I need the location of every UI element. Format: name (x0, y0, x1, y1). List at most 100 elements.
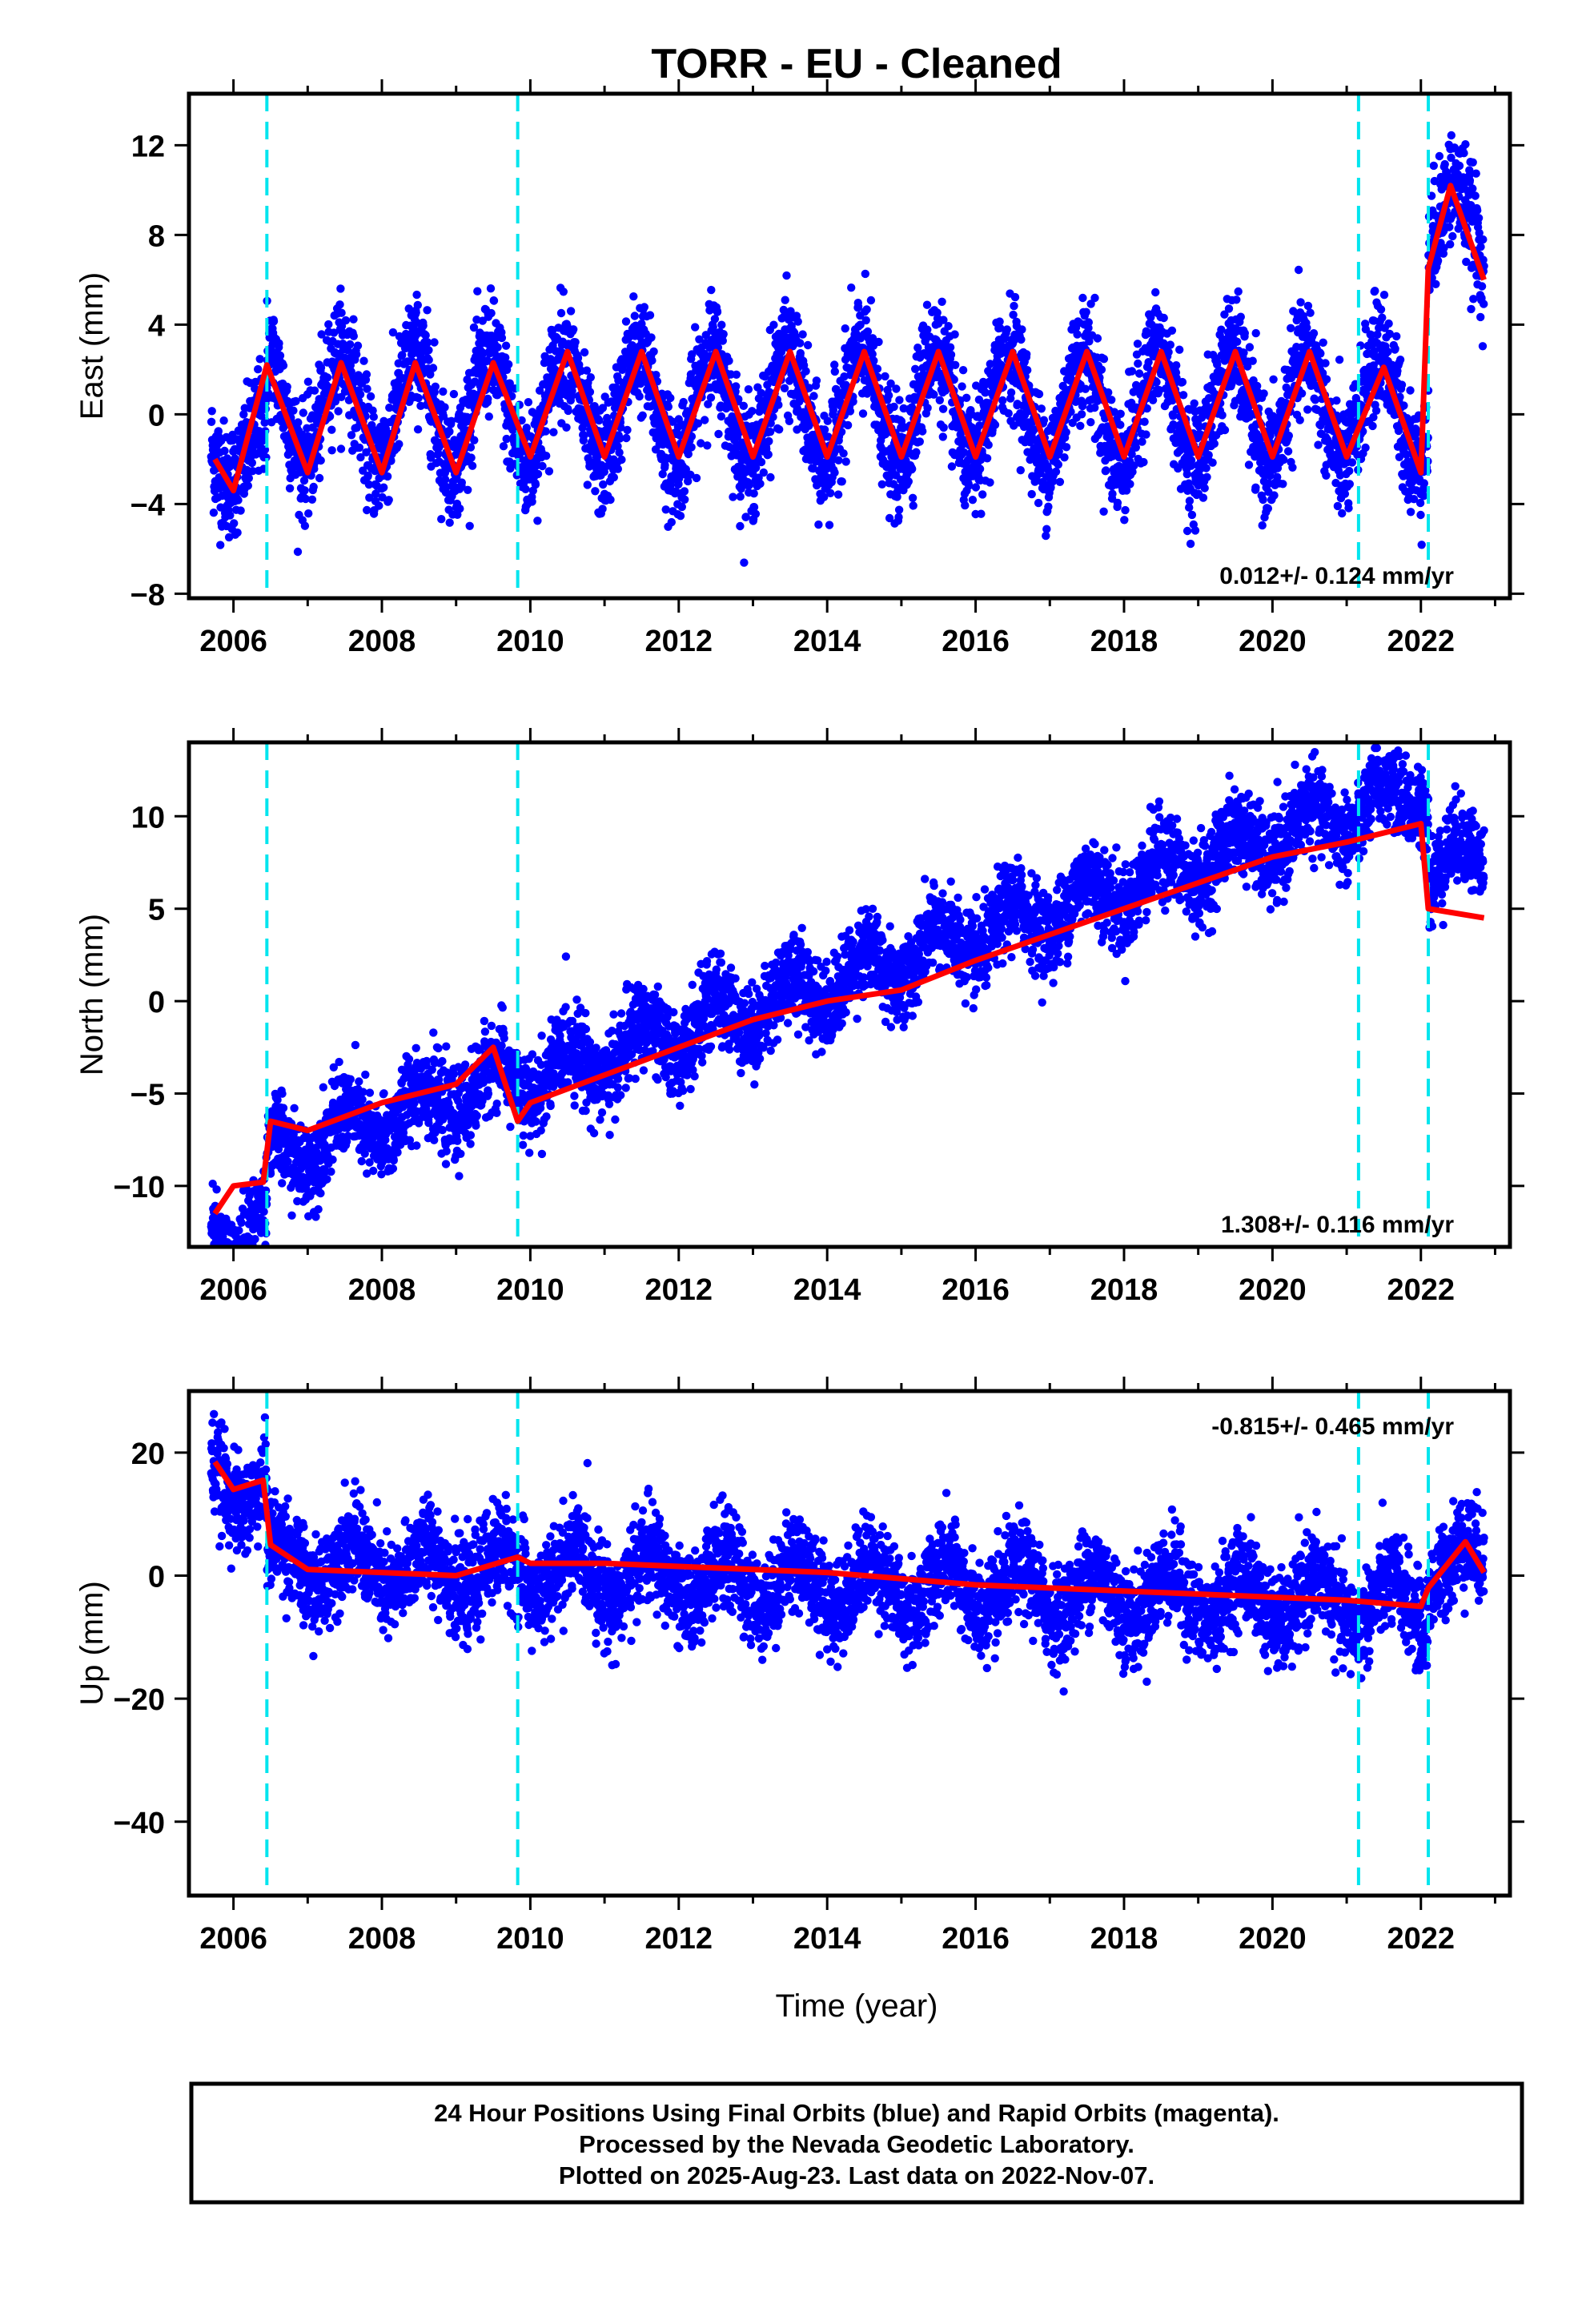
data-point (780, 384, 789, 392)
data-point (796, 348, 805, 358)
data-point (352, 350, 361, 359)
data-point (1416, 510, 1425, 520)
data-point (1332, 396, 1341, 405)
data-point (384, 496, 393, 505)
data-point (1303, 324, 1311, 332)
data-point (701, 416, 709, 424)
data-point (951, 360, 960, 369)
data-point (366, 392, 375, 401)
data-point (1340, 489, 1350, 498)
data-point (1419, 492, 1428, 501)
data-point (684, 449, 693, 459)
data-point (236, 506, 245, 515)
data-point (484, 394, 492, 404)
data-point (1178, 377, 1187, 387)
data-point (1319, 338, 1327, 347)
data-point (239, 410, 248, 419)
data-point (363, 505, 371, 515)
data-point (291, 396, 300, 406)
data-point (736, 492, 745, 501)
data-point (301, 494, 310, 504)
data-point (573, 353, 583, 362)
data-point (580, 431, 588, 440)
data-point (336, 284, 345, 293)
data-point (1218, 411, 1227, 420)
data-point (1126, 480, 1134, 489)
data-point (279, 361, 288, 370)
data-point (568, 386, 576, 396)
data-point (533, 517, 542, 525)
data-point (847, 283, 856, 292)
data-point (695, 335, 704, 344)
data-point (1120, 516, 1129, 525)
data-point (866, 296, 876, 305)
data-point (424, 338, 432, 347)
data-point (233, 528, 242, 537)
data-point (317, 330, 326, 339)
data-point (445, 427, 454, 436)
data-point (1233, 337, 1242, 346)
data-point (413, 425, 423, 434)
data-point (830, 367, 840, 376)
data-point (413, 300, 422, 310)
data-point (939, 423, 948, 432)
data-point (1078, 293, 1087, 303)
data-point (1345, 466, 1354, 476)
data-point (894, 505, 904, 514)
data-point (430, 338, 439, 347)
data-point (918, 427, 927, 436)
data-point (1010, 292, 1020, 302)
data-point (684, 476, 693, 486)
data-point (501, 353, 510, 362)
data-point (544, 467, 554, 476)
data-point (1127, 367, 1137, 376)
data-point (1082, 308, 1090, 316)
data-point (909, 501, 917, 510)
data-point (766, 472, 775, 482)
data-point (984, 440, 993, 449)
data-point (1384, 319, 1393, 328)
data-point (1303, 405, 1312, 414)
data-point (1039, 416, 1049, 424)
data-point (533, 469, 543, 479)
data-point (1099, 507, 1108, 516)
data-point (1134, 359, 1142, 368)
data-point (356, 452, 365, 462)
data-point (327, 446, 336, 455)
data-point (362, 448, 371, 456)
data-point (1178, 391, 1188, 400)
data-point (220, 446, 229, 456)
data-point (679, 397, 688, 407)
data-point (1182, 469, 1192, 479)
data-point (781, 296, 789, 304)
data-point (1232, 296, 1241, 304)
data-point (556, 308, 566, 318)
data-point (688, 350, 697, 359)
data-point (1395, 356, 1405, 364)
data-point (1259, 495, 1267, 505)
data-point (915, 437, 925, 446)
data-point (1433, 256, 1443, 265)
data-point (255, 355, 264, 364)
data-point (622, 433, 631, 443)
data-point (423, 306, 432, 315)
data-point (1010, 301, 1018, 311)
data-point (1140, 417, 1149, 426)
data-point (388, 328, 398, 337)
data-point (1440, 159, 1449, 169)
data-point (774, 400, 783, 409)
data-point (765, 436, 773, 446)
data-point (664, 402, 673, 412)
data-point (1288, 463, 1297, 472)
data-point (845, 407, 855, 416)
data-point (1296, 298, 1305, 307)
data-point (1034, 389, 1044, 399)
data-point (777, 348, 786, 356)
data-point (1236, 312, 1246, 321)
data-point (812, 376, 821, 385)
data-point (528, 497, 536, 506)
data-point (680, 487, 689, 496)
data-point (687, 443, 696, 452)
data-point (1347, 458, 1357, 467)
